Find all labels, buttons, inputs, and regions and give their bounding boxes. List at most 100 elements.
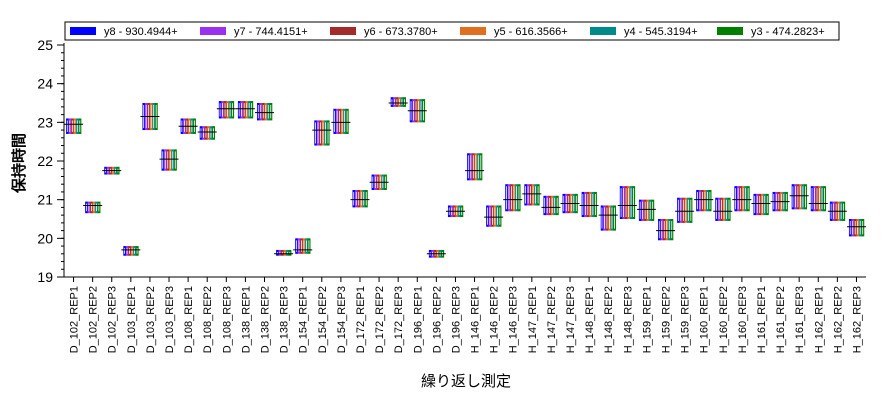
y-tick-label: 25 — [37, 37, 53, 53]
x-tick-label: H_148_REP3 — [622, 286, 634, 353]
x-tick-label: H_161_REP3 — [794, 286, 806, 353]
box-group — [159, 149, 179, 171]
x-tick-label: H_161_REP1 — [756, 286, 768, 353]
box-group — [388, 97, 408, 107]
x-tick-label: D_108_REP1 — [183, 286, 195, 353]
y-axis: 19 20 21 22 23 24 25 — [37, 37, 65, 285]
legend-entry: y6 - 673.3780+ — [364, 26, 438, 38]
legend-swatch — [460, 27, 486, 35]
x-tick-label: H_160_REP1 — [699, 286, 711, 353]
box-group — [312, 120, 332, 146]
y-tick-label: 23 — [37, 114, 53, 130]
box-group — [694, 190, 714, 212]
box-group — [579, 191, 599, 218]
x-tick-label: H_161_REP2 — [775, 286, 787, 353]
x-tick-label: H_146_REP3 — [508, 286, 520, 353]
box-group — [102, 166, 122, 175]
box-group — [808, 186, 828, 212]
box-group — [178, 118, 198, 134]
box-group — [216, 101, 236, 119]
x-tick-label: D_103_REP1 — [126, 286, 138, 353]
x-tick-label: H_159_REP1 — [641, 286, 653, 353]
x-tick-label: D_172_REP1 — [355, 286, 367, 353]
x-tick-label: H_162_REP2 — [832, 286, 844, 353]
legend: y8 - 930.4944+ y7 - 744.4151+ y6 - 673.378… — [64, 21, 840, 41]
box-group — [541, 195, 561, 216]
box-group — [484, 205, 504, 227]
x-tick-label: D_138_REP1 — [240, 286, 252, 353]
legend-entry: y4 - 545.3194+ — [624, 26, 698, 38]
legend-swatch — [717, 27, 743, 35]
x-tick-label: D_138_REP2 — [260, 286, 272, 353]
x-tick-label: D_103_REP2 — [145, 286, 157, 353]
x-tick-label: H_147_REP2 — [546, 286, 558, 353]
x-tick-label: D_172_REP2 — [374, 286, 386, 353]
x-tick-label: D_102_REP2 — [88, 286, 100, 353]
legend-box — [64, 21, 840, 41]
box-group — [560, 193, 580, 214]
legend-swatch — [70, 27, 96, 35]
y-tick-label: 22 — [37, 153, 53, 169]
box-group — [235, 101, 255, 119]
box-group — [770, 191, 790, 212]
x-tick-label: D_138_REP3 — [279, 286, 291, 353]
legend-swatch — [590, 27, 616, 35]
x-tick-label: D_154_REP2 — [317, 286, 329, 353]
box-group — [503, 184, 523, 212]
box-group — [197, 126, 217, 140]
x-tick-label: H_159_REP3 — [680, 286, 692, 353]
box-group — [713, 197, 733, 221]
x-tick-label: H_160_REP2 — [718, 286, 730, 353]
box-group — [598, 205, 618, 231]
legend-entry: y7 - 744.4151+ — [234, 26, 308, 38]
y-axis-label: 保持時間 — [10, 133, 28, 194]
x-tick-label: H_148_REP2 — [603, 286, 615, 353]
box-group — [617, 186, 637, 219]
x-tick-label: H_148_REP1 — [584, 286, 596, 353]
box-group — [465, 153, 485, 181]
box-group — [522, 184, 542, 206]
box-group — [274, 249, 294, 256]
x-tick-label: H_162_REP1 — [813, 286, 825, 353]
plot-area — [64, 97, 866, 258]
x-tick-label: H_146_REP1 — [470, 286, 482, 353]
x-axis: D_102_REP1 D_102_REP2 D_102_REP3 D_103_REP1… — [64, 276, 866, 353]
box-group — [827, 201, 847, 221]
box-group — [407, 99, 427, 123]
box-group — [846, 219, 866, 237]
box-group — [636, 199, 656, 221]
legend-swatch — [330, 27, 356, 35]
x-tick-label: D_102_REP1 — [69, 286, 81, 353]
box-group — [64, 118, 84, 134]
box-group — [369, 174, 389, 190]
box-group — [751, 193, 771, 216]
box-group — [445, 205, 465, 218]
x-axis-label: 繰り返し測定 — [421, 373, 511, 390]
y-tick-label: 21 — [37, 192, 53, 208]
box-group — [140, 103, 160, 131]
y-tick-label: 19 — [37, 269, 53, 285]
y-tick-label: 20 — [37, 230, 53, 246]
x-tick-label: D_103_REP3 — [164, 286, 176, 353]
legend-swatch — [200, 27, 226, 35]
x-tick-label: D_154_REP3 — [336, 286, 348, 353]
box-group — [656, 219, 675, 241]
x-tick-label: H_162_REP3 — [851, 286, 863, 353]
y-tick-label: 24 — [37, 76, 53, 92]
legend-entry: y8 - 930.4944+ — [104, 26, 178, 38]
box-group — [789, 184, 809, 210]
x-tick-label: D_154_REP1 — [298, 286, 310, 353]
x-tick-label: H_146_REP2 — [489, 286, 501, 353]
box-group — [732, 186, 752, 212]
box-group — [675, 197, 695, 223]
x-tick-label: H_160_REP3 — [737, 286, 749, 353]
box-group — [350, 190, 370, 208]
box-group — [121, 246, 141, 256]
box-group — [331, 108, 351, 134]
box-group — [293, 238, 313, 254]
x-tick-label: D_196_REP1 — [412, 286, 424, 353]
box-group — [426, 249, 446, 258]
x-tick-label: H_147_REP1 — [527, 286, 539, 353]
